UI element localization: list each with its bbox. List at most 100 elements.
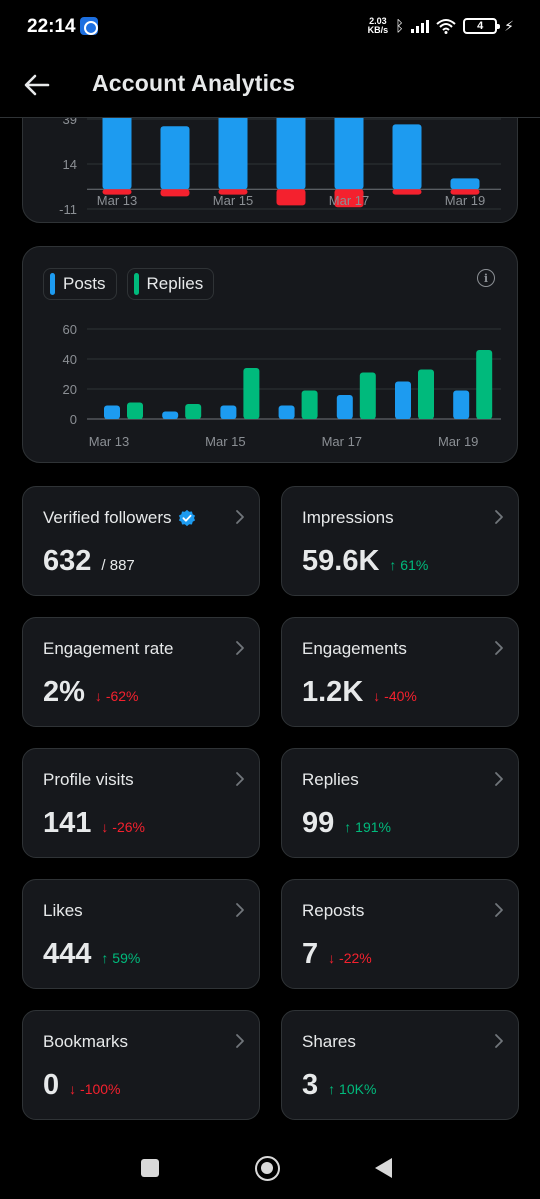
stat-value-row: 59.6K ↑ 61%: [302, 545, 428, 578]
stat-card-verified-followers[interactable]: Verified followers 632 / 887: [22, 486, 260, 596]
bar-replies[interactable]: [359, 372, 376, 420]
stat-card-engagements[interactable]: Engagements 1.2K ↓ -40%: [281, 617, 519, 727]
bar-replies[interactable]: [418, 369, 434, 420]
stat-value-row: 3 ↑ 10K%: [302, 1069, 376, 1102]
bar-posts[interactable]: [220, 405, 237, 420]
stat-total: / 887: [101, 557, 135, 574]
bar-posts[interactable]: [395, 381, 411, 420]
bar-replies[interactable]: [127, 402, 143, 420]
bar-replies[interactable]: [185, 404, 202, 419]
app-header: Account Analytics: [0, 56, 540, 118]
stat-label-text: Impressions: [302, 508, 394, 527]
stat-card-engagement-rate[interactable]: Engagement rate 2% ↓ -62%: [22, 617, 260, 727]
charging-icon: ⚡: [504, 17, 514, 34]
x-tick-label: Mar 15: [205, 434, 245, 449]
chevron-right-icon: [236, 772, 244, 786]
stat-value-row: 632 / 887: [43, 545, 135, 578]
stat-value: 141: [43, 807, 92, 839]
bar-replies[interactable]: [476, 350, 493, 419]
back-button[interactable]: [20, 68, 54, 102]
stat-card-likes[interactable]: Likes 444 ↑ 59%: [22, 879, 260, 989]
stat-change-value: -100%: [80, 1081, 121, 1097]
bar-replies[interactable]: [243, 368, 260, 419]
bar-positive[interactable]: [218, 118, 248, 190]
bar-posts[interactable]: [278, 405, 295, 420]
bar-negative[interactable]: [160, 189, 190, 197]
info-icon[interactable]: i: [477, 269, 495, 287]
network-speed-value: 2.03: [369, 16, 387, 26]
bar-positive[interactable]: [102, 118, 132, 190]
stat-value: 444: [43, 938, 92, 970]
bar-positive[interactable]: [160, 126, 190, 190]
bar-negative[interactable]: [102, 189, 132, 195]
bar-posts[interactable]: [162, 411, 179, 420]
network-speed: 2.03 KB/s: [368, 17, 389, 35]
x-tick-label: Mar 13: [89, 434, 129, 449]
stat-card-reposts[interactable]: Reposts 7 ↓ -22%: [281, 879, 519, 989]
bar-posts[interactable]: [104, 405, 120, 420]
stat-value: 2%: [43, 676, 85, 708]
engagement-chart: 39 14 -11 Mar 13 Mar 15 Mar 17 Mar 19: [59, 118, 501, 217]
bar-replies[interactable]: [301, 390, 318, 420]
stat-change-value: -40%: [384, 688, 417, 704]
stat-card-shares[interactable]: Shares 3 ↑ 10K%: [281, 1010, 519, 1120]
stat-card-replies[interactable]: Replies 99 ↑ 191%: [281, 748, 519, 858]
stat-change: ↓ -100%: [69, 1081, 120, 1097]
bar-positive[interactable]: [276, 118, 306, 190]
recents-button[interactable]: [141, 1159, 159, 1177]
stat-value-row: 7 ↓ -22%: [302, 938, 372, 971]
chevron-right-icon: [495, 903, 503, 917]
stat-label-text: Likes: [43, 901, 83, 920]
stat-value: 1.2K: [302, 676, 364, 708]
stat-change-value: 61%: [400, 557, 429, 573]
engagement-chart-card: 39 14 -11 Mar 13 Mar 15 Mar 17 Mar 19: [22, 118, 518, 223]
stat-value: 632: [43, 545, 92, 577]
legend-posts[interactable]: Posts: [43, 268, 117, 300]
bar-positive[interactable]: [392, 124, 422, 190]
bar-posts[interactable]: [336, 395, 353, 419]
y-tick-label: 60: [63, 322, 77, 337]
stat-change-value: -22%: [339, 950, 372, 966]
bar-negative[interactable]: [450, 189, 480, 195]
stat-value-row: 444 ↑ 59%: [43, 938, 140, 971]
stat-card-profile-visits[interactable]: Profile visits 141 ↓ -26%: [22, 748, 260, 858]
chart-legend: Posts Replies: [43, 268, 215, 300]
bar-positive[interactable]: [334, 118, 364, 190]
home-button[interactable]: [255, 1156, 280, 1181]
posts-replies-chart: 60 40 20 0 Mar 13 Mar 15 Mar 17 Mar 19: [63, 322, 501, 449]
network-speed-unit: KB/s: [367, 25, 389, 35]
analytics-content[interactable]: 39 14 -11 Mar 13 Mar 15 Mar 17 Mar 19 Posts Re…: [0, 118, 540, 1140]
stat-label: Bookmarks: [43, 1032, 128, 1052]
stat-label: Impressions: [302, 508, 394, 528]
bar-negative[interactable]: [218, 189, 248, 195]
y-tick-label: 39: [63, 118, 77, 127]
stat-value-row: 0 ↓ -100%: [43, 1069, 121, 1102]
legend-posts-swatch: [50, 273, 55, 295]
stat-change: ↓ -62%: [95, 688, 139, 704]
arrow-down-icon: ↓: [328, 950, 340, 966]
stat-label: Shares: [302, 1032, 356, 1052]
stat-label: Engagement rate: [43, 639, 173, 659]
y-tick-label: 0: [70, 412, 77, 427]
bar-negative[interactable]: [392, 189, 422, 195]
stat-change: ↑ 61%: [389, 557, 428, 573]
bar-posts[interactable]: [453, 390, 470, 420]
x-tick-label: Mar 13: [97, 193, 137, 208]
stat-value-row: 141 ↓ -26%: [43, 807, 145, 840]
chevron-right-icon: [236, 1034, 244, 1048]
bar-positive[interactable]: [450, 178, 480, 190]
bar-negative[interactable]: [334, 189, 364, 208]
legend-replies[interactable]: Replies: [126, 268, 215, 300]
legend-replies-swatch: [133, 273, 139, 295]
stat-card-impressions[interactable]: Impressions 59.6K ↑ 61%: [281, 486, 519, 596]
stat-change-value: 10K%: [339, 1081, 377, 1097]
battery-icon: 4: [463, 18, 501, 34]
stat-label-text: Reposts: [302, 901, 365, 920]
x-tick-label: Mar 15: [213, 193, 253, 208]
stat-change: ↑ 191%: [344, 819, 391, 835]
stat-change-value: -62%: [105, 688, 139, 704]
system-back-button[interactable]: [375, 1158, 392, 1178]
chevron-right-icon: [495, 772, 503, 786]
stat-card-bookmarks[interactable]: Bookmarks 0 ↓ -100%: [22, 1010, 260, 1120]
bar-negative[interactable]: [276, 189, 306, 206]
